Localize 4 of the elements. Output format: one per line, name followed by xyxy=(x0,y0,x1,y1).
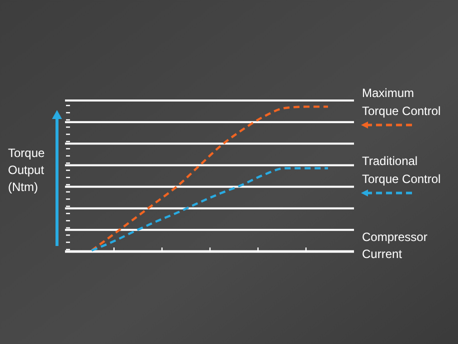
text: Maximum Torque Control xyxy=(362,86,441,118)
text: Traditional Torque Control xyxy=(362,154,441,186)
x-axis-title: Compressor Current xyxy=(362,230,428,261)
y-axis-title: Torque Output (Ntm) xyxy=(8,146,46,194)
